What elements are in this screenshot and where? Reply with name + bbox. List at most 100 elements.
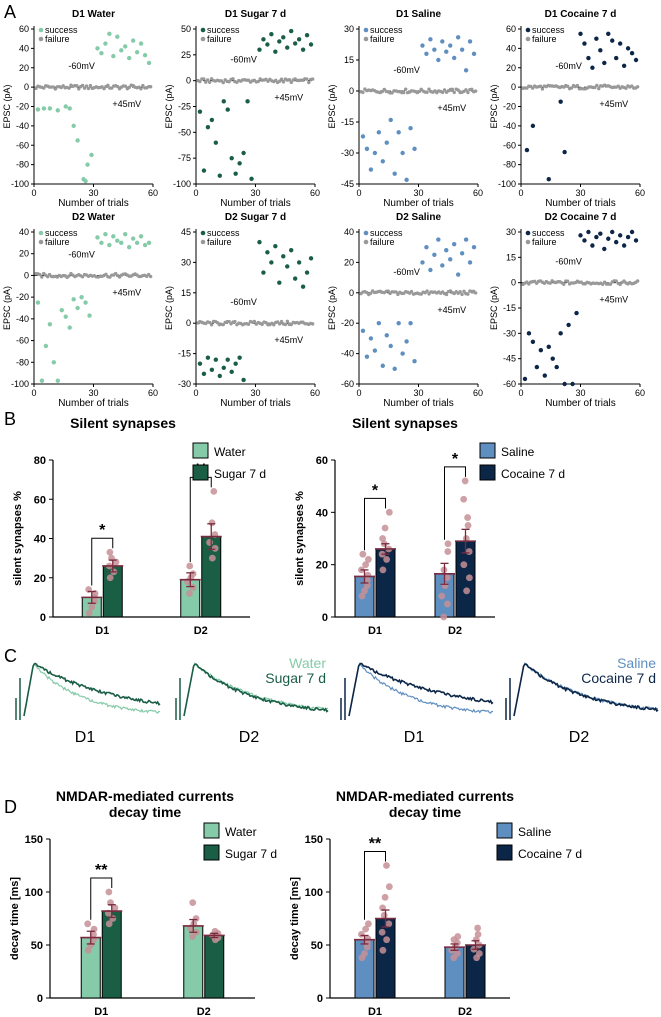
data-point: [379, 566, 387, 574]
success-point: [146, 240, 152, 246]
success-point: [63, 104, 68, 109]
failure-point: [540, 87, 545, 91]
trace-label: D1: [75, 729, 96, 746]
success-point: [546, 176, 551, 182]
success-point: [115, 238, 120, 243]
success-point: [233, 361, 238, 366]
chart-title: D1 Cocaine 7 d: [545, 9, 617, 20]
bar: [375, 918, 396, 999]
failure-point: [456, 88, 460, 92]
failure-point: [466, 292, 470, 296]
failure-point: [38, 272, 42, 277]
x-tick-label: D1: [95, 625, 109, 637]
success-point: [304, 33, 310, 38]
success-point: [130, 38, 136, 43]
voltage-label-pos: +45mV: [599, 295, 628, 305]
y-axis-label: EPSC (pA): [327, 286, 337, 330]
failure-point: [207, 80, 212, 84]
success-point: [530, 339, 536, 344]
y-tick-label: -60: [341, 379, 354, 389]
y-tick-label: 0: [349, 288, 354, 298]
success-point: [424, 51, 429, 56]
success-point: [59, 307, 64, 313]
failure-point: [473, 89, 478, 93]
success-point: [617, 233, 623, 238]
x-tick-label: 30: [413, 388, 423, 398]
data-point: [189, 899, 197, 906]
y-tick-label: 0: [24, 82, 29, 92]
success-point: [420, 260, 425, 265]
y-axis-label: EPSC (pA): [164, 286, 174, 330]
x-axis-label: Number of trials: [545, 198, 616, 209]
data-point: [444, 548, 452, 555]
significance-bracket: [444, 466, 466, 540]
success-point: [257, 47, 262, 52]
legend-swatch: [192, 442, 209, 459]
success-point: [146, 60, 152, 66]
success-point: [300, 284, 306, 289]
failure-point: [307, 80, 311, 85]
x-tick-label: 60: [310, 388, 320, 398]
success-point: [621, 243, 627, 248]
success-point: [221, 365, 226, 370]
y-tick-label: 15: [181, 288, 191, 298]
data-point: [358, 931, 365, 938]
failure-point: [409, 289, 414, 294]
y-tick-label: -40: [503, 121, 516, 131]
chart-title: NMDAR-mediated currents: [336, 788, 514, 804]
y-tick-label: -15: [341, 117, 354, 127]
y-axis-label: EPSC (pA): [489, 84, 499, 128]
bar-chart-b2: Silent synapses 0 20 40 60 silent synapses % D…: [294, 415, 565, 637]
data-point: [361, 950, 368, 957]
success-point: [281, 35, 286, 40]
voltage-label-neg: -60mV: [555, 61, 582, 71]
success-point: [606, 236, 611, 241]
y-tick-label: 30: [344, 24, 354, 34]
success-point: [269, 31, 274, 37]
failure-point: [231, 77, 235, 81]
failure-point: [305, 77, 309, 81]
legend-marker-failure: [38, 36, 44, 42]
data-point: [443, 574, 451, 582]
legend-label: Sugar 7 d: [214, 467, 266, 481]
success-point: [598, 231, 603, 236]
legend-label-failure: failure: [207, 237, 232, 247]
data-point: [385, 920, 393, 928]
data-point: [464, 522, 472, 529]
y-tick-label: 50: [31, 940, 43, 952]
success-point: [467, 39, 473, 44]
legend-label: Cocaine 7 d: [501, 467, 565, 481]
failure-point: [287, 77, 292, 82]
trace-cocaine: [348, 662, 494, 717]
failure-point: [283, 322, 288, 327]
success-point: [285, 264, 290, 269]
legend-label-failure: failure: [370, 237, 395, 247]
failure-point: [233, 319, 237, 324]
y-tick-label: 40: [344, 227, 354, 237]
failure-point: [209, 323, 214, 327]
success-point: [103, 41, 108, 46]
scatter-chart-a5: D2 Water -100 -80 -60 -40 -20 0 20 40 0 30 60 Number…: [2, 212, 158, 409]
failure-point: [427, 87, 431, 91]
success-point: [384, 140, 389, 145]
y-tick-label: 15: [344, 55, 354, 65]
data-point: [186, 562, 194, 570]
legend-label-success: success: [532, 25, 565, 35]
success-point: [633, 238, 639, 243]
y-tick-label: 0: [511, 82, 516, 92]
success-point: [241, 150, 246, 156]
failure-point: [440, 90, 445, 95]
failure-point: [260, 322, 264, 327]
legend-label-failure: failure: [532, 237, 557, 247]
success-point: [404, 339, 409, 344]
success-point: [598, 48, 603, 53]
failure-point: [635, 279, 640, 283]
trace-label: D2: [239, 729, 260, 746]
x-tick-label: 0: [356, 188, 361, 198]
y-tick-label: -30: [503, 328, 516, 338]
x-tick-label: D2: [194, 625, 208, 637]
success-point: [221, 99, 226, 104]
success-point: [277, 39, 282, 44]
scatter-chart-a1: D1 Water -100 -80 -60 -40 -20 0 20 40 60 0 30 60 Numb…: [2, 9, 158, 209]
